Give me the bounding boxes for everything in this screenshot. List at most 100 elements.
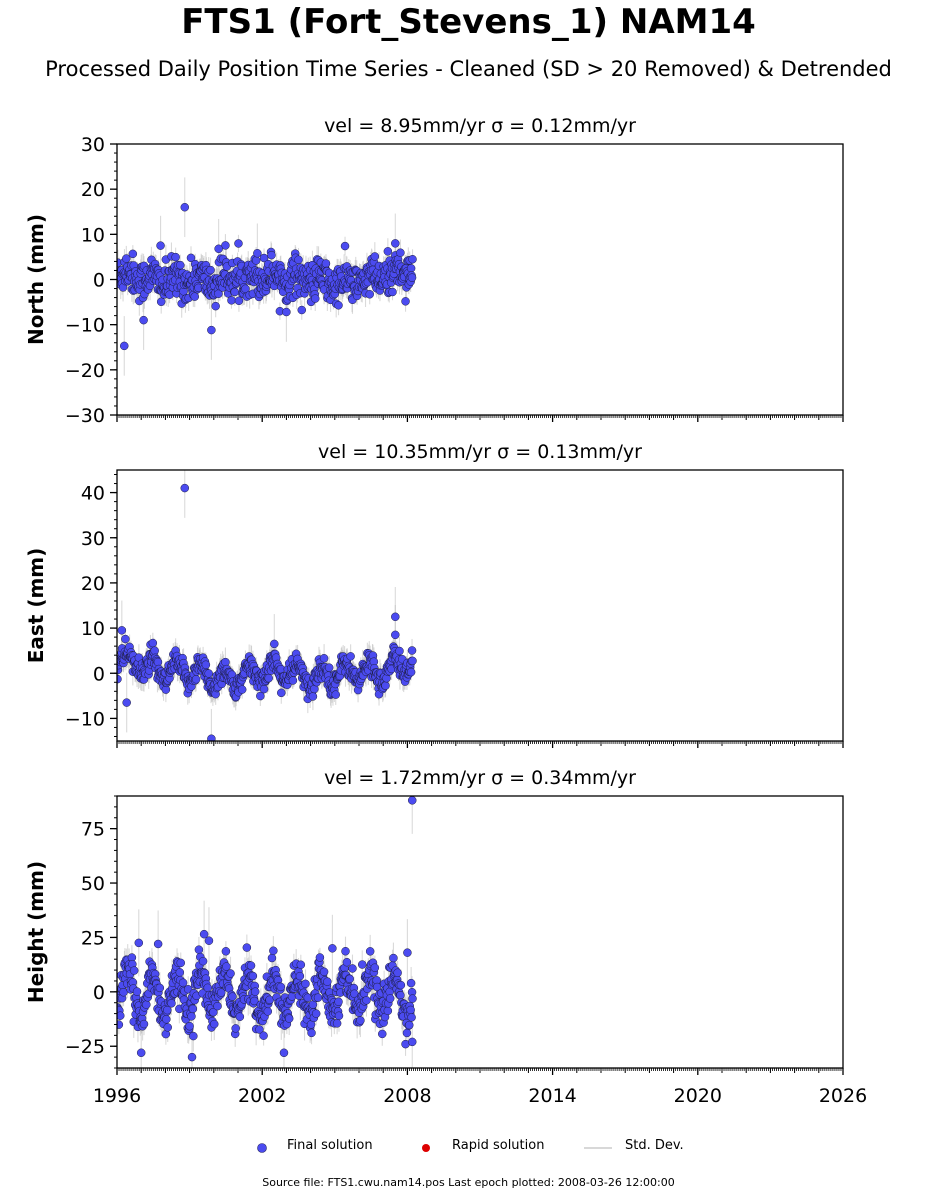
data-point <box>162 1015 171 1024</box>
stddev-bars <box>117 796 414 1068</box>
y-tick-label: 10 <box>81 618 105 640</box>
data-point <box>136 1048 146 1058</box>
data-point <box>259 253 269 263</box>
data-point <box>358 960 367 969</box>
data-point <box>381 681 390 690</box>
y-tick-label: 40 <box>81 483 105 505</box>
data-point <box>267 953 277 963</box>
data-point <box>189 1031 198 1041</box>
data-point <box>230 287 239 297</box>
data-point <box>383 1006 393 1016</box>
panel-title: vel = 10.35mm/yr σ = 0.13mm/yr <box>318 441 642 463</box>
data-point <box>191 675 201 684</box>
y-tick-label: −25 <box>65 1036 105 1058</box>
y-tick-label: 75 <box>81 819 105 841</box>
data-point <box>227 296 236 305</box>
y-tick-label: 10 <box>81 224 105 246</box>
data-point <box>221 241 230 250</box>
data-point <box>307 1028 316 1038</box>
data-point <box>150 646 159 655</box>
data-point <box>323 977 332 986</box>
data-point <box>122 254 131 263</box>
data-point <box>342 957 352 967</box>
data-point <box>408 254 417 264</box>
final-solution-points <box>117 796 417 1062</box>
data-point <box>207 734 216 741</box>
y-tick-label: 0 <box>93 663 105 685</box>
data-point <box>396 991 405 1000</box>
y-axis-label: East (mm) <box>24 548 48 664</box>
data-point <box>288 676 298 685</box>
data-point <box>406 1005 415 1015</box>
data-point <box>156 297 166 307</box>
data-point <box>259 1031 268 1040</box>
data-point <box>231 1024 240 1033</box>
final-solution-points <box>117 483 417 741</box>
data-point <box>334 301 343 310</box>
y-tick-label: 0 <box>93 270 105 292</box>
data-point <box>395 646 404 656</box>
data-point <box>203 983 212 993</box>
data-point <box>122 698 131 707</box>
data-point <box>391 630 400 640</box>
data-point <box>246 961 256 970</box>
data-point <box>194 945 204 954</box>
data-point <box>319 654 329 663</box>
data-point <box>334 997 343 1007</box>
y-tick-label: 20 <box>81 573 105 595</box>
data-point <box>319 967 329 977</box>
data-point <box>187 1052 197 1062</box>
data-point <box>251 256 261 265</box>
data-point <box>222 962 231 971</box>
y-tick-label: 20 <box>81 179 105 201</box>
data-point <box>250 996 259 1006</box>
data-point <box>210 1019 219 1029</box>
data-point <box>163 1005 172 1015</box>
data-point <box>129 966 139 975</box>
data-point <box>356 1016 365 1025</box>
data-point <box>294 255 303 264</box>
data-point <box>370 963 380 972</box>
chart-panel-2: −10 0 10 20 30 40 vel = 10.35mm/yr σ = 0.13mm/… <box>24 441 844 748</box>
data-point <box>407 1037 417 1047</box>
data-point <box>211 301 220 311</box>
y-tick-label: 50 <box>81 873 105 895</box>
data-point <box>396 980 406 990</box>
y-tick-label: −20 <box>65 360 105 382</box>
data-point <box>401 297 410 306</box>
data-point <box>167 999 176 1008</box>
data-point <box>393 968 402 978</box>
data-point <box>407 1013 416 1022</box>
data-point <box>188 1004 198 1014</box>
y-tick-label: −30 <box>65 405 105 427</box>
data-point <box>180 483 190 493</box>
y-tick-label: −10 <box>65 708 105 730</box>
data-point <box>187 1012 196 1021</box>
data-point <box>255 1025 264 1034</box>
data-point <box>117 1011 125 1020</box>
data-point <box>365 947 375 956</box>
data-point <box>402 1028 412 1038</box>
data-point <box>204 669 213 678</box>
data-point <box>213 1001 222 1011</box>
data-point <box>295 971 305 981</box>
data-point <box>253 249 262 258</box>
data-point <box>408 994 417 1003</box>
data-point <box>301 979 310 989</box>
data-point <box>134 938 144 948</box>
data-point <box>407 796 417 805</box>
data-point <box>282 307 291 317</box>
data-point <box>276 982 286 992</box>
data-point <box>216 988 226 997</box>
data-point <box>185 1021 194 1031</box>
figure-subtitle: Processed Daily Position Time Series - C… <box>45 57 892 81</box>
data-point <box>228 992 237 1001</box>
data-point <box>204 936 214 945</box>
data-point <box>175 968 185 977</box>
data-point <box>408 656 417 666</box>
data-point <box>370 252 380 261</box>
data-point <box>406 264 416 273</box>
data-point <box>284 1014 294 1023</box>
data-point <box>332 1019 342 1028</box>
data-point <box>365 290 374 299</box>
